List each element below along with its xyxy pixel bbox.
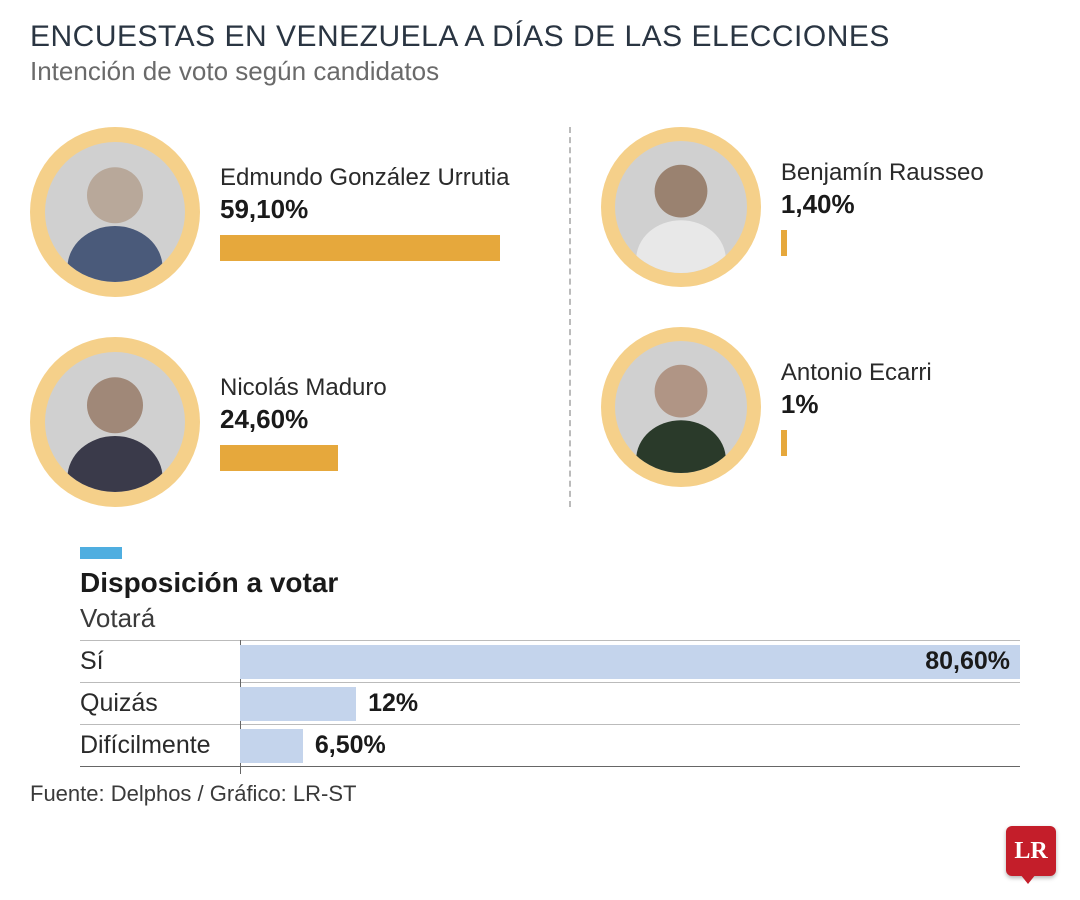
candidate-info: Benjamín Rausseo 1,40% (781, 159, 1050, 256)
source-text: Fuente: Delphos / Gráfico: LR-ST (30, 781, 1050, 807)
vote-row: Sí 80,60% (80, 640, 1020, 682)
avatar (30, 337, 200, 507)
candidate-bar (220, 445, 338, 471)
vote-bar-area: 80,60% (240, 641, 1020, 682)
vote-label: Quizás (80, 689, 240, 718)
candidate-bar-track (781, 230, 981, 256)
candidate-info: Edmundo González Urrutia 59,10% (220, 164, 569, 261)
vote-pct: 80,60% (925, 647, 1010, 676)
vote-pct: 12% (368, 689, 418, 718)
candidate-info: Nicolás Maduro 24,60% (220, 374, 569, 471)
avatar (601, 327, 761, 487)
avatar-photo (615, 341, 747, 473)
candidate-name: Benjamín Rausseo (781, 159, 1050, 187)
candidates-section: Edmundo González Urrutia 59,10% Nicolás … (30, 127, 1050, 507)
vote-bar-area: 12% (240, 683, 1020, 724)
vote-bar (240, 729, 303, 763)
vote-bar-area: 6,50% (240, 725, 1020, 766)
infographic-container: ENCUESTAS EN VENEZUELA A DÍAS DE LAS ELE… (30, 20, 1050, 807)
avatar-photo (45, 142, 185, 282)
vote-row: Quizás 12% (80, 682, 1020, 724)
candidate-row: Nicolás Maduro 24,60% (30, 337, 569, 507)
vote-label: Sí (80, 647, 240, 676)
candidate-pct: 24,60% (220, 404, 569, 435)
vote-bar (240, 645, 1020, 679)
vote-label: Difícilmente (80, 731, 240, 760)
avatar (30, 127, 200, 297)
candidate-pct: 59,10% (220, 194, 569, 225)
avatar-photo (45, 352, 185, 492)
vote-pct: 6,50% (315, 731, 386, 760)
candidates-col-right: Benjamín Rausseo 1,40% Antonio Ecarri (571, 127, 1050, 507)
disposition-rows: Sí 80,60% Quizás 12% Difícilmente 6,50% (80, 640, 1020, 767)
avatar (601, 127, 761, 287)
publisher-logo: LR (1006, 826, 1056, 876)
vote-bar (240, 687, 356, 721)
candidate-row: Antonio Ecarri 1% (601, 327, 1050, 487)
logo-text: LR (1014, 838, 1047, 865)
disposition-subtitle: Votará (80, 603, 1020, 634)
candidate-name: Nicolás Maduro (220, 374, 569, 402)
disposition-title: Disposición a votar (80, 567, 1020, 599)
disposition-section: Disposición a votar Votará Sí 80,60% Qui… (30, 547, 1050, 767)
vote-row: Difícilmente 6,50% (80, 724, 1020, 766)
avatar-photo (615, 141, 747, 273)
candidate-bar (781, 230, 787, 256)
candidates-col-left: Edmundo González Urrutia 59,10% Nicolás … (30, 127, 569, 507)
candidate-info: Antonio Ecarri 1% (781, 359, 1050, 456)
page-title: ENCUESTAS EN VENEZUELA A DÍAS DE LAS ELE… (30, 20, 1050, 54)
candidate-bar (781, 430, 787, 456)
candidate-bar-track (220, 235, 500, 261)
candidate-pct: 1,40% (781, 189, 1050, 220)
page-subtitle: Intención de voto según candidatos (30, 56, 1050, 87)
candidate-pct: 1% (781, 389, 1050, 420)
candidate-row: Benjamín Rausseo 1,40% (601, 127, 1050, 287)
candidate-name: Edmundo González Urrutia (220, 164, 569, 192)
candidate-bar (220, 235, 500, 261)
candidate-name: Antonio Ecarri (781, 359, 1050, 387)
candidate-bar-track (220, 445, 500, 471)
candidate-bar-track (781, 430, 981, 456)
accent-mark (80, 547, 122, 559)
candidate-row: Edmundo González Urrutia 59,10% (30, 127, 569, 297)
